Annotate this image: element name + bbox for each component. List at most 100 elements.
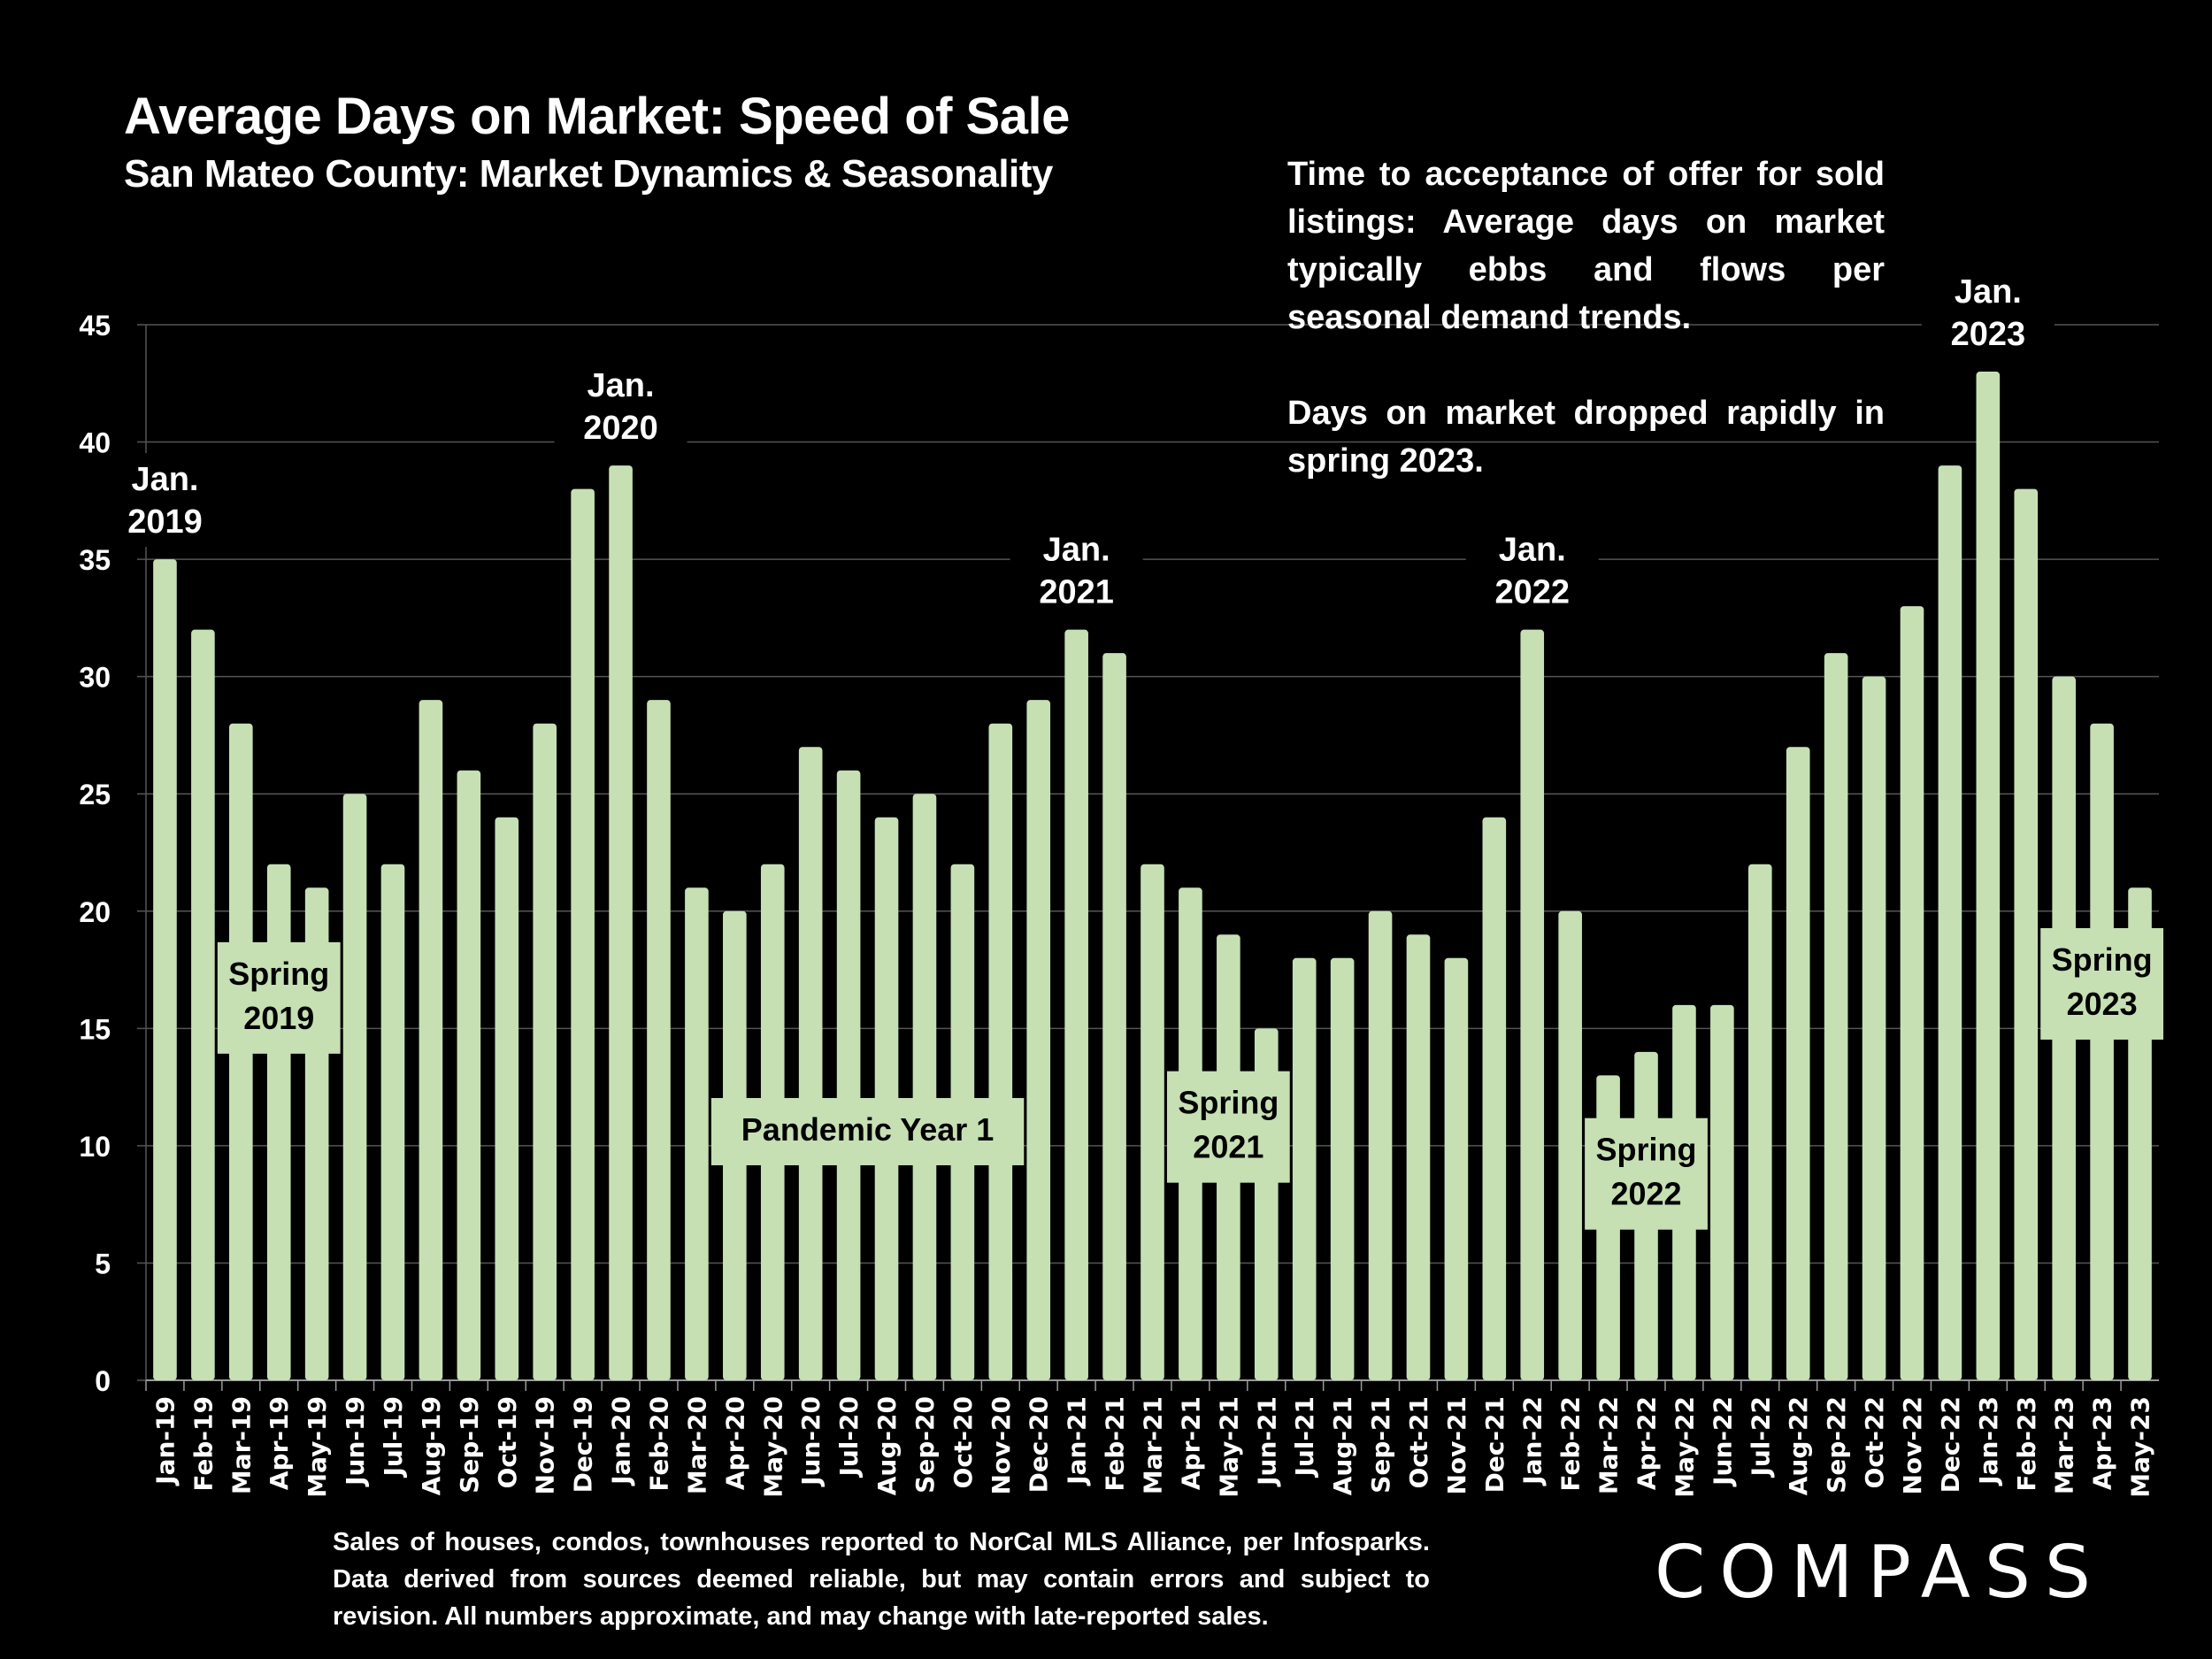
x-tick-label: May-21 — [1214, 1396, 1243, 1498]
note-paragraph-1: Time to acceptance of offer for sold lis… — [1287, 156, 1885, 336]
y-tick-label: 10 — [79, 1131, 111, 1163]
x-tick-label: Jan-20 — [607, 1396, 636, 1486]
bar — [1558, 910, 1582, 1380]
bar — [191, 629, 215, 1380]
x-tick-label: Oct-22 — [1860, 1396, 1889, 1488]
jan-annotation-label: Jan. — [1499, 532, 1566, 569]
bar — [1444, 957, 1469, 1380]
x-tick-label: Jun-19 — [341, 1396, 370, 1487]
period-label-box — [710, 1097, 1025, 1165]
annotation-backdrop — [1010, 523, 1143, 618]
period-label-box — [217, 941, 341, 1054]
y-tick-label: 25 — [79, 779, 111, 810]
period-label-box — [2040, 927, 2163, 1040]
annotation-backdrop — [98, 453, 232, 548]
x-tick-label: Feb-20 — [644, 1396, 673, 1492]
x-tick-label: Dec-20 — [1025, 1396, 1054, 1493]
x-tick-label: Jan-21 — [1063, 1396, 1092, 1486]
y-tick-label: 0 — [95, 1365, 111, 1397]
bar — [1824, 653, 1848, 1380]
jan-annotation-label: Jan. — [1043, 532, 1110, 569]
x-tick-label: Dec-21 — [1480, 1396, 1509, 1493]
source-disclaimer: Sales of houses, condos, townhouses repo… — [333, 1528, 1430, 1631]
chart-title: Average Days on Market: Speed of Sale — [124, 88, 1070, 145]
bar — [609, 465, 633, 1380]
x-tick-label: Mar-22 — [1594, 1396, 1624, 1494]
x-tick-label: Mar-23 — [2050, 1396, 2079, 1494]
x-tick-label: May-19 — [303, 1396, 332, 1498]
x-tick-label: Nov-19 — [531, 1396, 560, 1495]
bar — [1406, 934, 1431, 1380]
x-tick-label: Jul-19 — [379, 1396, 408, 1479]
bar — [533, 723, 557, 1380]
jan-annotation-label: Jan. — [131, 461, 198, 498]
x-tick-label: Jul-21 — [1290, 1396, 1319, 1479]
x-tick-label: Jan-19 — [150, 1396, 180, 1486]
x-tick-label: Feb-22 — [1556, 1396, 1586, 1492]
y-tick-label: 45 — [79, 310, 111, 342]
x-tick-label: Nov-21 — [1442, 1396, 1471, 1495]
bar — [1292, 957, 1317, 1380]
x-tick-label: Jun-22 — [1708, 1396, 1737, 1487]
x-tick-label: May-20 — [758, 1396, 787, 1498]
jan-annotation-label: 2019 — [127, 503, 203, 541]
bar — [1520, 629, 1545, 1380]
x-tick-label: Oct-20 — [949, 1396, 978, 1488]
bar — [457, 770, 481, 1380]
x-tick-label: Jul-20 — [834, 1396, 864, 1479]
bar — [1710, 1004, 1734, 1380]
y-tick-label: 35 — [79, 544, 111, 576]
bar — [1064, 629, 1088, 1380]
x-tick-label: Sep-22 — [1822, 1396, 1851, 1494]
jan-annotation-label: Jan. — [1955, 273, 2022, 311]
bar — [836, 770, 861, 1380]
x-tick-label: Sep-19 — [455, 1396, 484, 1494]
x-tick-label: Apr-21 — [1176, 1396, 1205, 1490]
period-label: 2019 — [243, 1000, 314, 1036]
x-tick-label: Jan-22 — [1518, 1396, 1548, 1486]
bar — [419, 700, 443, 1380]
bar — [1368, 910, 1393, 1380]
bar — [495, 817, 519, 1380]
bar — [1747, 864, 1772, 1380]
x-tick-label: Mar-20 — [682, 1396, 711, 1494]
jan-annotation-label: 2021 — [1039, 574, 1114, 611]
note-paragraph-2: Days on market dropped rapidly in spring… — [1287, 395, 1885, 480]
bar — [571, 488, 595, 1380]
x-tick-label: Jan-23 — [1974, 1396, 2003, 1486]
x-tick-label: Nov-22 — [1898, 1396, 1927, 1495]
period-label: Pandemic Year 1 — [741, 1111, 995, 1148]
bar — [1938, 465, 1962, 1380]
bar — [647, 700, 671, 1380]
period-label: 2023 — [2067, 986, 2138, 1022]
y-tick-label: 15 — [79, 1013, 111, 1045]
period-label: Spring — [228, 956, 329, 992]
x-tick-label: Feb-19 — [188, 1396, 218, 1492]
x-tick-label: Apr-19 — [265, 1396, 294, 1490]
x-axis: Jan-19 Feb-19 Mar-19 Apr-19 May-19 Jun-19 Jul-… — [145, 1380, 2155, 1498]
bar — [1862, 676, 1886, 1380]
x-tick-label: Aug-21 — [1328, 1396, 1357, 1495]
annotation-backdrop — [1921, 265, 2055, 360]
compass-logo: COMPASS — [1655, 1531, 2105, 1615]
jan-annotation-label: 2020 — [583, 410, 658, 447]
commentary-note: Time to acceptance of offer for sold lis… — [1287, 150, 1885, 533]
jan-annotation-label: Jan. — [588, 367, 655, 404]
bar — [988, 723, 1013, 1380]
bar — [798, 747, 823, 1380]
period-label: Spring — [1596, 1132, 1697, 1168]
bar — [1786, 747, 1810, 1380]
y-tick-label: 30 — [79, 662, 111, 694]
x-tick-label: Feb-23 — [2012, 1396, 2041, 1492]
jan-annotation-label: 2022 — [1494, 574, 1570, 611]
x-tick-label: May-23 — [2126, 1396, 2155, 1498]
x-tick-label: Oct-19 — [493, 1396, 522, 1488]
x-tick-label: Aug-19 — [417, 1396, 446, 1495]
x-tick-label: Apr-20 — [720, 1396, 749, 1490]
x-tick-label: Jun-20 — [796, 1396, 826, 1487]
x-tick-label: Sep-21 — [1366, 1396, 1395, 1494]
annotation-backdrop — [1465, 523, 1599, 618]
bar — [912, 794, 937, 1380]
bar — [1976, 372, 2001, 1380]
